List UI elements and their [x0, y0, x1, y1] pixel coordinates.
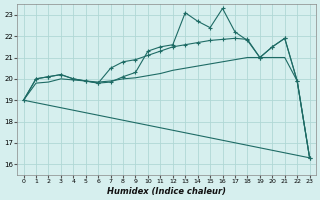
- X-axis label: Humidex (Indice chaleur): Humidex (Indice chaleur): [107, 187, 226, 196]
